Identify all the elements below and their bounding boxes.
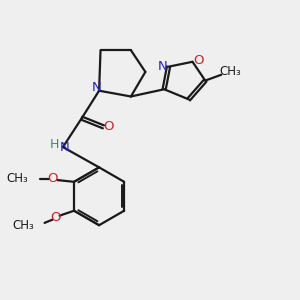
Text: N: N: [60, 141, 70, 154]
Text: O: O: [47, 172, 58, 185]
Text: CH₃: CH₃: [220, 65, 242, 78]
Text: N: N: [157, 60, 167, 73]
Text: O: O: [103, 120, 114, 133]
Text: H: H: [50, 138, 59, 151]
Text: CH₃: CH₃: [6, 172, 28, 185]
Text: CH₃: CH₃: [12, 219, 34, 232]
Text: N: N: [92, 81, 102, 94]
Text: O: O: [50, 212, 61, 224]
Text: O: O: [194, 54, 204, 67]
